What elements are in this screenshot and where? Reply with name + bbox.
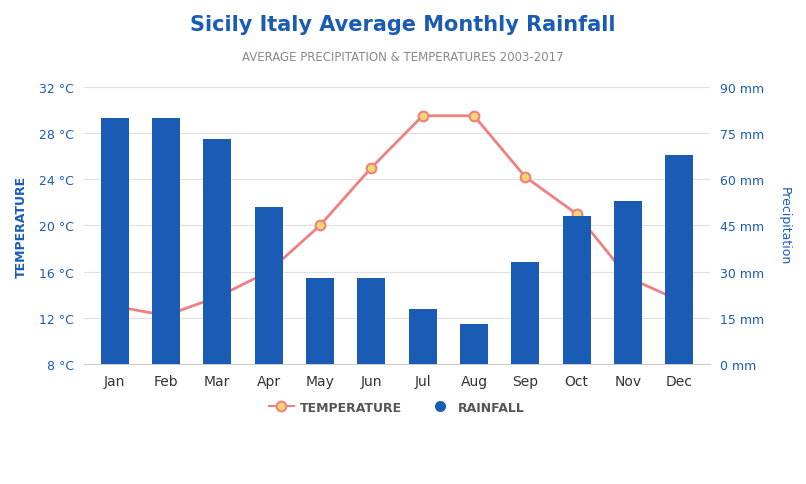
Y-axis label: TEMPERATURE: TEMPERATURE bbox=[15, 175, 28, 277]
Legend: TEMPERATURE, RAINFALL: TEMPERATURE, RAINFALL bbox=[264, 396, 530, 419]
Y-axis label: Precipitation: Precipitation bbox=[778, 187, 791, 265]
Bar bbox=[511, 263, 539, 364]
Bar bbox=[460, 324, 488, 364]
Bar bbox=[101, 119, 129, 364]
Bar bbox=[614, 201, 642, 364]
Bar bbox=[409, 309, 437, 364]
Bar bbox=[255, 208, 283, 364]
Text: Sicily Italy Average Monthly Rainfall: Sicily Italy Average Monthly Rainfall bbox=[190, 15, 616, 34]
Bar bbox=[563, 217, 591, 364]
Bar bbox=[152, 119, 180, 364]
Bar bbox=[203, 140, 231, 364]
Bar bbox=[665, 155, 693, 364]
Bar bbox=[305, 278, 334, 364]
Text: AVERAGE PRECIPITATION & TEMPERATURES 2003-2017: AVERAGE PRECIPITATION & TEMPERATURES 200… bbox=[242, 51, 564, 64]
Bar bbox=[357, 278, 385, 364]
